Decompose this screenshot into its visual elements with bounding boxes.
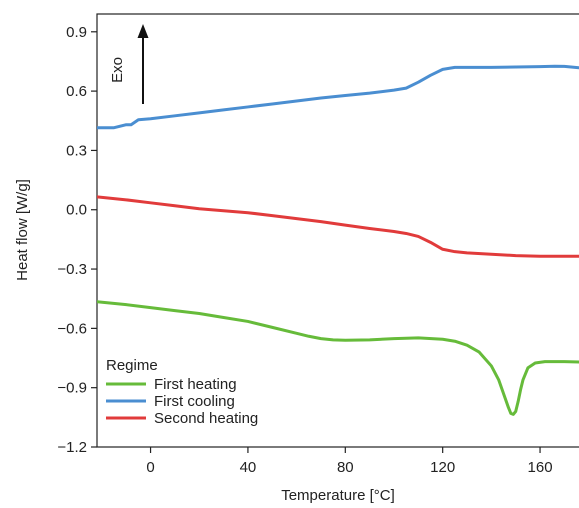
legend-label-second-heating: Second heating xyxy=(154,410,258,427)
series-line-second-heating xyxy=(97,197,579,256)
legend-title: Regime xyxy=(106,357,158,374)
x-tick-label: 0 xyxy=(146,459,154,476)
exo-arrow-head xyxy=(138,24,149,38)
y-tick-label: −0.3 xyxy=(57,261,87,278)
y-tick-label: 0.6 xyxy=(66,83,87,100)
legend-label-first-cooling: First cooling xyxy=(154,393,235,410)
x-axis-title: Temperature [°C] xyxy=(281,487,395,504)
x-tick-label: 120 xyxy=(430,459,455,476)
x-tick-label: 40 xyxy=(240,459,257,476)
y-tick-label: −0.9 xyxy=(57,380,87,397)
exo-label: Exo xyxy=(109,57,126,83)
x-tick-label: 80 xyxy=(337,459,354,476)
exo-annotation: Exo xyxy=(109,24,149,104)
y-tick-label: 0.3 xyxy=(66,142,87,159)
series-layer xyxy=(97,66,579,414)
y-tick-label: −1.2 xyxy=(57,439,87,456)
x-tick-label: 160 xyxy=(528,459,553,476)
tick-layer: 0 40 80 120 160 0.9 0.6 0.3 0.0 −0.3 −0.6 −0.9 −1.2 xyxy=(57,24,552,476)
y-tick-label: −0.6 xyxy=(57,320,87,337)
legend-label-first-heating: First heating xyxy=(154,376,237,393)
y-tick-label: 0.0 xyxy=(66,202,87,219)
series-line-first-cooling xyxy=(97,66,579,127)
y-tick-label: 0.9 xyxy=(66,24,87,41)
y-axis-title: Heat flow [W/g] xyxy=(14,179,31,281)
